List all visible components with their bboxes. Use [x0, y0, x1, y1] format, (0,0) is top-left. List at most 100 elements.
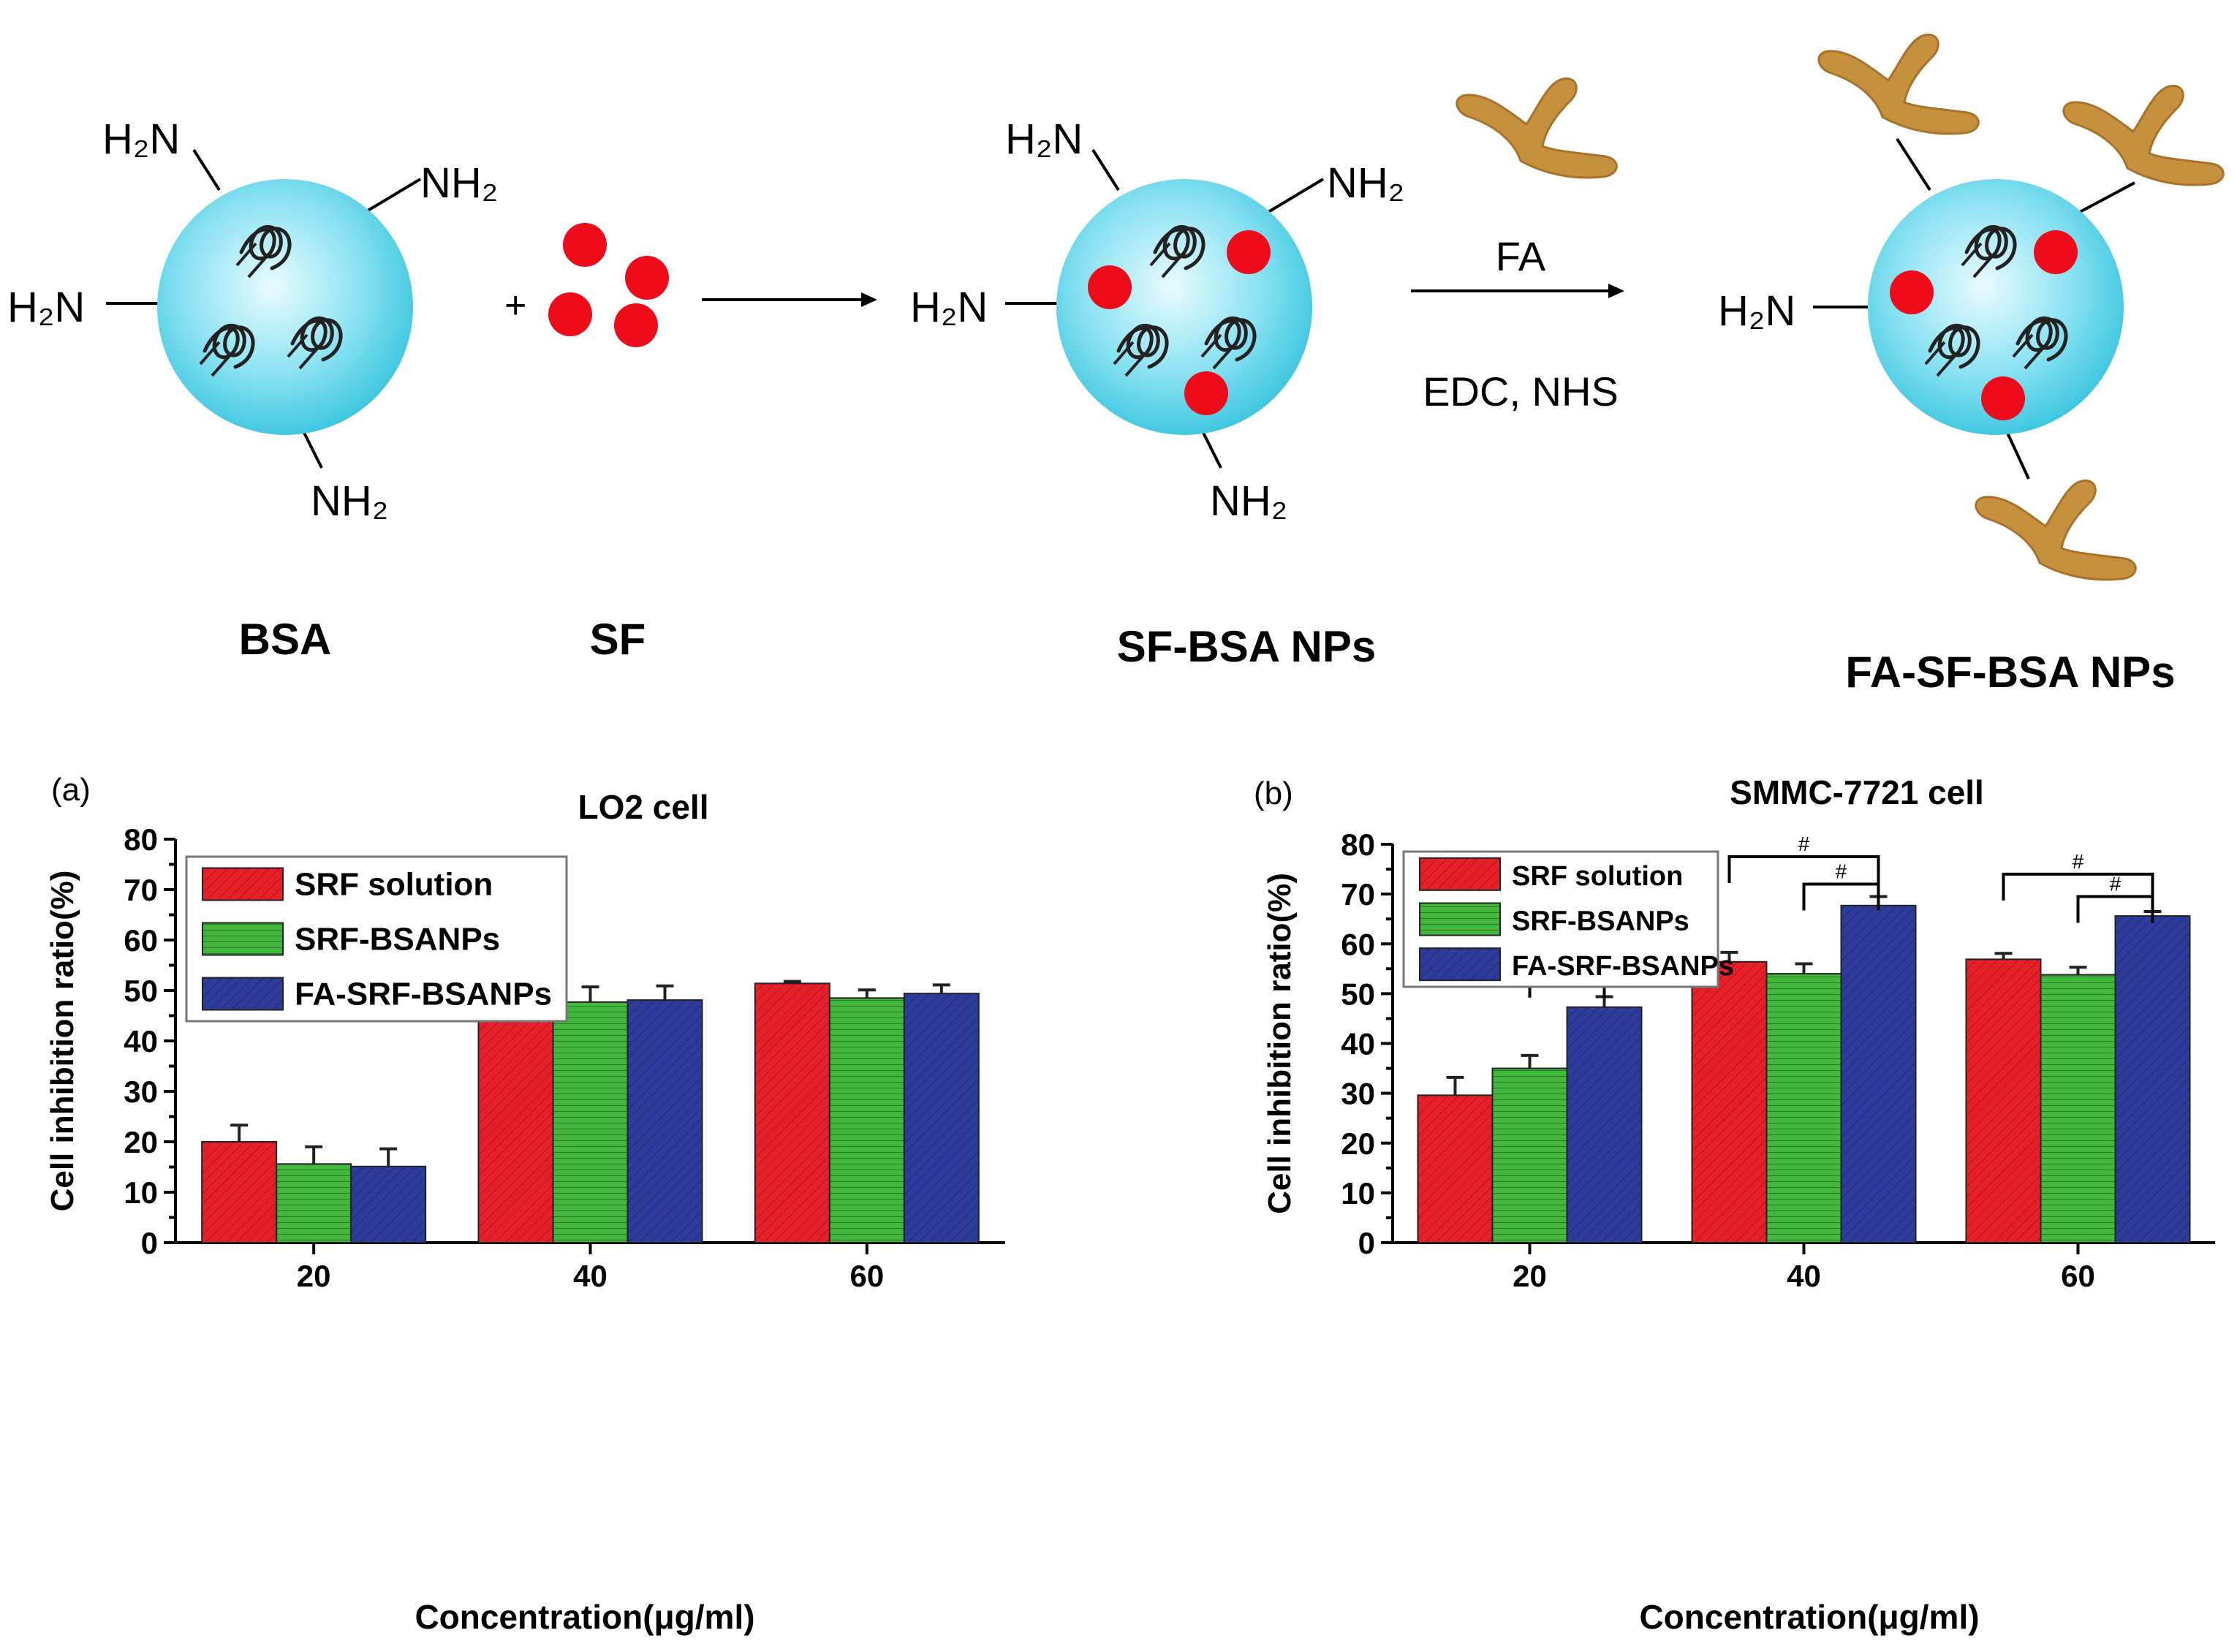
plus-sign: + — [504, 284, 526, 327]
significance-bracket — [1727, 855, 1880, 884]
chart-smmc-7721-cell: (b) SMMC-7721 cell Cell inhibition ratio… — [1254, 773, 2215, 1636]
legend-box — [185, 855, 568, 1023]
amine-label: NH₂ — [1327, 159, 1404, 207]
significance-mark: # — [1836, 860, 1847, 883]
x-tick-labels: 20 40 60 — [1513, 1259, 2095, 1293]
y-tick-labels: 0 10 20 30 40 50 60 70 80 — [1341, 827, 1375, 1260]
legend-label: SRF solution — [1512, 861, 1683, 892]
amine-label: NH₂ — [1210, 477, 1287, 525]
label-fa-sf-bsa-nps: FA-SF-BSA NPs — [1845, 648, 2175, 697]
y-tick-label: 10 — [124, 1175, 158, 1210]
y-axis-label: Cell inhibition ratio(%) — [1262, 873, 1298, 1214]
reagent-edc-nhs: EDC, NHS — [1423, 368, 1619, 414]
significance-mark: # — [2110, 873, 2121, 895]
plot-area: ###### — [1381, 833, 2215, 1254]
legend-label: FA-SRF-BSANPs — [295, 977, 552, 1012]
bar — [828, 997, 905, 1243]
bar — [627, 999, 703, 1243]
legend-swatch — [1419, 902, 1501, 936]
amine-label: H₂N — [910, 284, 988, 331]
fa-sf-bsa-particle: H₂N — [1718, 33, 2225, 581]
x-tick-label: 40 — [573, 1259, 607, 1293]
amine-label: H₂N — [102, 115, 180, 163]
y-tick-label: 20 — [124, 1125, 158, 1159]
y-tick-label: 70 — [124, 873, 158, 907]
y-tick-label: 30 — [124, 1075, 158, 1109]
sf-bsa-particle: H₂N NH₂ H₂N NH₂ — [910, 115, 1404, 525]
legend-swatch — [1419, 857, 1501, 891]
significance-mark: # — [2073, 850, 2084, 873]
significance-bracket — [2002, 872, 2154, 901]
chart-lo2-cell: (a) LO2 cell Cell inhibition ratio(%) Co… — [45, 772, 1005, 1636]
folic-acid-ligand — [1817, 33, 1980, 135]
legend-label: SRF-BSANPs — [1512, 906, 1689, 937]
significance-bracket — [2076, 895, 2154, 923]
y-tick-label: 30 — [1341, 1077, 1375, 1111]
y-tick-label: 20 — [1341, 1126, 1375, 1161]
folic-acid-ligand — [1456, 77, 1618, 179]
panel-label: (b) — [1254, 776, 1293, 811]
legend-box — [1402, 850, 1719, 988]
chart-title: LO2 cell — [578, 788, 709, 826]
y-tick-label: 0 — [141, 1226, 158, 1260]
folic-acid-ligand — [1975, 479, 2137, 581]
bar — [276, 1163, 352, 1243]
reaction-scheme: H₂N NH₂ H₂N NH₂ + — [7, 33, 2225, 697]
legend-swatch — [202, 922, 284, 956]
legend: SRF solution SRF-BSANPs FA-SRF-BSANPs — [295, 867, 552, 1012]
x-tick-labels: 20 40 60 — [297, 1259, 884, 1293]
y-tick-label: 60 — [1341, 927, 1375, 961]
reaction-arrow — [702, 292, 877, 307]
x-tick-label: 40 — [1787, 1259, 1821, 1293]
amine-label: H₂N — [1718, 287, 1795, 335]
y-tick-label: 10 — [1341, 1176, 1375, 1210]
legend-swatch — [202, 977, 284, 1011]
x-axis-label: Concentration(μg/ml) — [415, 1598, 754, 1636]
conjugation-arrow — [1411, 284, 1624, 298]
x-tick-label: 20 — [297, 1259, 331, 1293]
bar — [552, 1001, 629, 1243]
x-axis-label: Concentration(μg/ml) — [1639, 1598, 1979, 1636]
legend-label: SRF solution — [295, 867, 493, 903]
y-tick-label: 60 — [124, 923, 158, 958]
legend-label: FA-SRF-BSANPs — [1512, 951, 1734, 982]
reagent-fa: FA — [1496, 233, 1546, 279]
bsa-particle: H₂N NH₂ H₂N NH₂ — [7, 115, 498, 525]
y-tick-label: 50 — [124, 974, 158, 1008]
y-tick-labels: 0 10 20 30 40 50 60 70 80 — [124, 822, 158, 1260]
y-tick-label: 80 — [124, 822, 158, 857]
bar — [1691, 960, 1768, 1244]
bar — [477, 990, 554, 1243]
bar — [350, 1165, 427, 1244]
label-bsa: BSA — [239, 615, 332, 664]
chart-title: SMMC-7721 cell — [1730, 773, 1984, 811]
bar — [201, 1141, 278, 1243]
y-tick-label: 0 — [1358, 1226, 1375, 1260]
bar — [754, 982, 830, 1243]
amine-label: H₂N — [1005, 115, 1083, 163]
y-axis-label: Cell inhibition ratio(%) — [45, 871, 80, 1212]
y-tick-label: 40 — [1341, 1027, 1375, 1061]
legend-label: SRF-BSANPs — [295, 922, 500, 958]
bar — [1566, 1006, 1643, 1244]
legend: SRF solution SRF-BSANPs FA-SRF-BSANPs — [1512, 861, 1734, 982]
bar — [1965, 958, 2042, 1244]
legend-swatch — [202, 867, 284, 901]
significance-bracket — [1802, 882, 1880, 911]
y-tick-label: 80 — [1341, 827, 1375, 862]
label-sf-bsa-nps: SF-BSA NPs — [1117, 622, 1377, 671]
y-tick-label: 50 — [1341, 977, 1375, 1011]
sf-drug-dots — [548, 223, 669, 347]
bar — [903, 993, 980, 1243]
x-tick-label: 20 — [1513, 1259, 1547, 1293]
y-tick-label: 40 — [124, 1024, 158, 1058]
panel-label: (a) — [51, 772, 91, 808]
bar — [2114, 915, 2191, 1243]
significance-mark: # — [1798, 833, 1810, 855]
y-tick-label: 70 — [1341, 877, 1375, 912]
amine-label: NH₂ — [420, 159, 498, 207]
folic-acid-ligand — [2062, 84, 2225, 186]
x-tick-label: 60 — [849, 1259, 884, 1293]
amine-label: NH₂ — [311, 477, 388, 525]
bar — [1765, 973, 1842, 1243]
